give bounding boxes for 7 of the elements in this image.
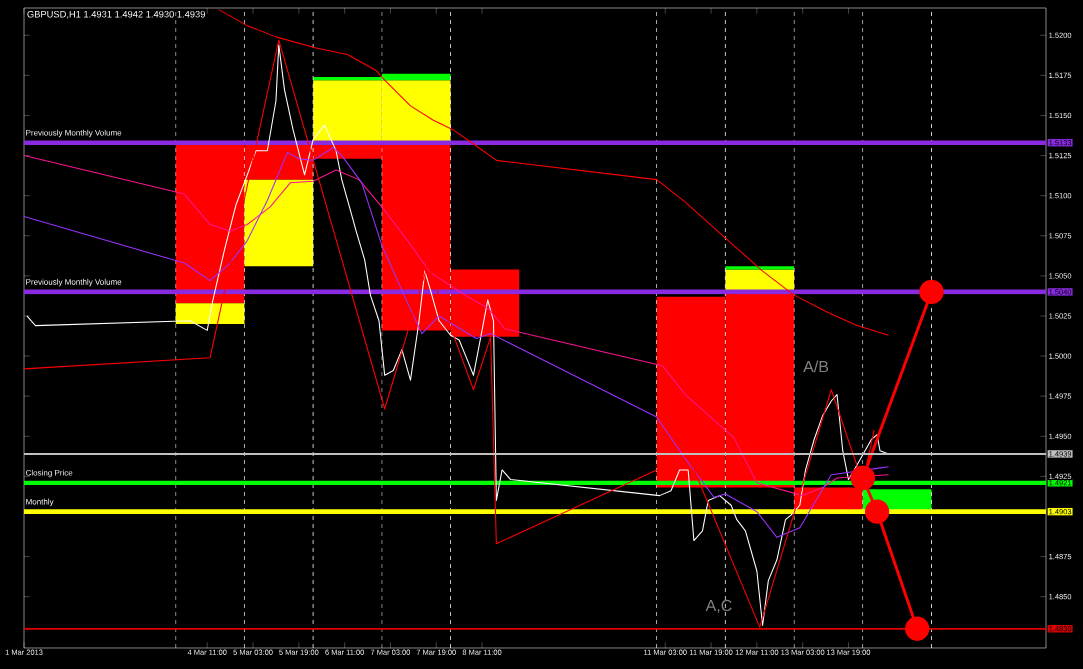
ref-line-label: Monthly <box>26 498 54 507</box>
chart-title: GBPUSD,H1 1.4931 1.4942 1.4930 1.4939 <box>27 10 205 19</box>
annotation: A/B <box>803 360 829 373</box>
ref-line-label: Previously Monthly Volume <box>26 129 122 138</box>
annotation: A,C <box>705 599 732 614</box>
ref-line-label: Previously Monthly Volume <box>26 278 122 287</box>
ref-line-label: Closing Price <box>26 469 73 478</box>
